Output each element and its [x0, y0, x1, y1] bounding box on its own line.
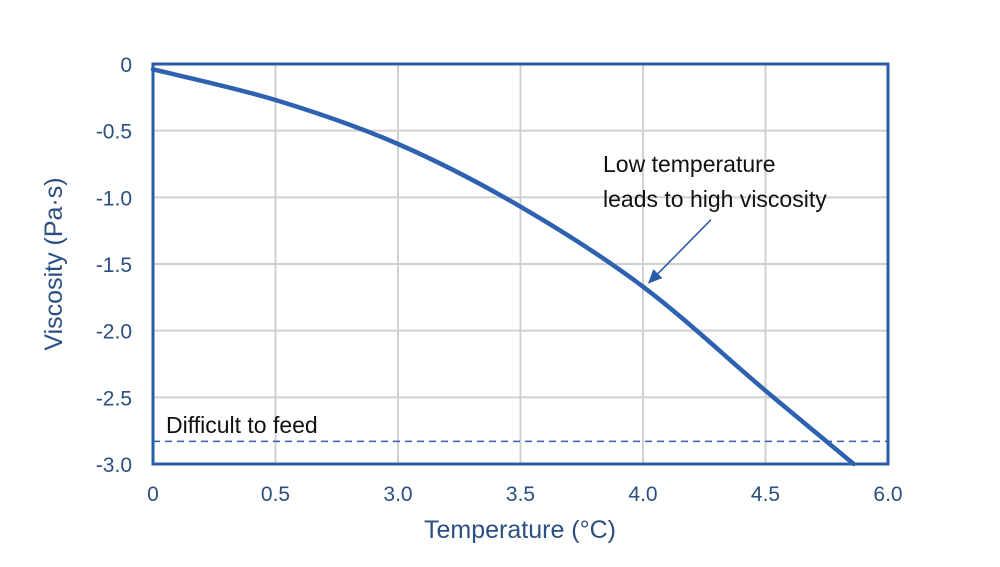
x-tick-label: 4.0 — [628, 483, 657, 506]
threshold-label: Difficult to feed — [166, 412, 318, 438]
y-tick-label: -3.0 — [96, 454, 132, 477]
x-axis-label: Temperature (°C) — [424, 516, 616, 544]
x-tick-label: 3.5 — [506, 483, 535, 506]
y-tick-label: -2.0 — [96, 321, 132, 344]
x-axis-ticks: 0 0.5 3.0 3.5 4.0 4.5 6.0 — [147, 483, 902, 506]
grid — [152, 63, 889, 465]
y-axis-label: Viscosity (Pa·s) — [40, 177, 68, 350]
y-axis-ticks: 0 -0.5 -1.0 -1.5 -2.0 -2.5 -3.0 — [96, 54, 132, 477]
x-tick-label: 6.0 — [873, 483, 902, 506]
annotation-line-1: Low temperature — [603, 151, 776, 177]
x-tick-label: 0 — [147, 483, 159, 506]
x-tick-label: 0.5 — [261, 483, 290, 506]
y-tick-label: 0 — [120, 54, 132, 77]
x-tick-label: 4.5 — [751, 483, 780, 506]
y-tick-label: -1.5 — [96, 254, 132, 277]
series-line — [150, 67, 856, 467]
annotation-line-2: leads to high viscosity — [603, 186, 827, 212]
annotation-arrow — [647, 219, 712, 284]
y-tick-label: -1.0 — [96, 187, 132, 210]
y-tick-label: -2.5 — [96, 387, 132, 410]
x-tick-label: 3.0 — [383, 483, 412, 506]
plot-frame — [151, 62, 890, 466]
y-tick-label: -0.5 — [96, 121, 132, 144]
